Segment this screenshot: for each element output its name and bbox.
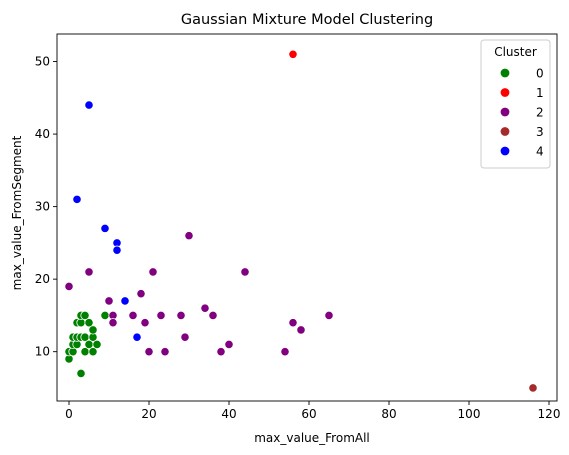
y-tick-label: 40 — [35, 127, 50, 141]
legend-marker-2 — [499, 106, 511, 118]
y-tick-label: 10 — [35, 345, 50, 359]
data-point-cluster-2 — [288, 318, 298, 328]
x-tick-label: 40 — [221, 407, 236, 421]
data-point-cluster-2 — [84, 267, 94, 277]
x-tick-label: 80 — [381, 407, 396, 421]
legend-label-3: 3 — [536, 125, 544, 139]
x-axis-label: max_value_FromAll — [254, 431, 370, 445]
legend-marker-3 — [499, 126, 511, 137]
data-point-cluster-2 — [184, 231, 194, 241]
data-point-cluster-2 — [108, 318, 118, 328]
data-point-cluster-0 — [76, 368, 86, 379]
chart-title: Gaussian Mixture Model Clustering — [181, 12, 433, 28]
data-point-cluster-2 — [296, 325, 306, 335]
data-point-cluster-0 — [80, 310, 90, 321]
legend-label-2: 2 — [536, 106, 544, 120]
x-tick-label: 100 — [458, 407, 481, 421]
data-point-cluster-2 — [176, 310, 186, 321]
data-point-cluster-4 — [72, 194, 82, 204]
y-tick-label: 30 — [35, 200, 50, 214]
legend-marker-0 — [499, 67, 511, 79]
data-point-cluster-2 — [280, 347, 290, 357]
data-point-cluster-2 — [156, 310, 166, 321]
legend-label-1: 1 — [536, 86, 544, 100]
data-point-cluster-0 — [84, 318, 94, 328]
data-point-cluster-4 — [100, 223, 110, 233]
data-point-cluster-0 — [92, 339, 102, 350]
data-point-cluster-0 — [88, 325, 98, 335]
x-tick-label: 120 — [538, 407, 561, 421]
data-point-cluster-3 — [528, 383, 538, 393]
data-point-cluster-2 — [208, 310, 218, 321]
data-point-cluster-1 — [288, 49, 298, 59]
legend-label-0: 0 — [536, 67, 544, 81]
data-point-cluster-4 — [84, 100, 94, 110]
legend-box — [480, 39, 551, 169]
legend-title: Cluster — [494, 45, 537, 59]
data-point-cluster-2 — [216, 347, 226, 357]
data-point-cluster-2 — [104, 296, 114, 306]
data-point-cluster-2 — [144, 347, 154, 357]
data-point-cluster-2 — [64, 281, 74, 291]
data-point-cluster-4 — [120, 296, 130, 306]
legend-marker-4 — [499, 145, 511, 157]
axes-frame — [56, 33, 558, 402]
legend: Cluster 0 1 2 3 4 — [480, 39, 551, 169]
data-point-cluster-2 — [200, 303, 210, 313]
legend-marker-1 — [499, 87, 511, 98]
legend-label-4: 4 — [536, 145, 544, 159]
x-tick-label: 0 — [65, 407, 73, 421]
data-point-cluster-4 — [132, 332, 142, 342]
data-point-cluster-2 — [148, 267, 158, 277]
x-tick-label: 20 — [141, 407, 156, 421]
data-point-cluster-0 — [88, 347, 98, 357]
data-point-cluster-2 — [140, 318, 150, 328]
data-point-cluster-2 — [240, 267, 250, 277]
y-tick-label: 50 — [35, 55, 50, 69]
data-point-cluster-2 — [180, 332, 190, 342]
x-tick-label: 60 — [301, 407, 316, 421]
y-tick-label: 20 — [35, 272, 50, 286]
data-point-cluster-0 — [100, 310, 110, 321]
data-point-cluster-2 — [224, 339, 234, 350]
data-point-cluster-2 — [128, 310, 138, 321]
data-point-cluster-2 — [136, 289, 146, 299]
y-axis-label: max_value_FromSegment — [10, 135, 24, 290]
data-point-cluster-2 — [324, 310, 334, 321]
data-point-cluster-2 — [160, 347, 170, 357]
data-point-cluster-4 — [112, 245, 122, 255]
